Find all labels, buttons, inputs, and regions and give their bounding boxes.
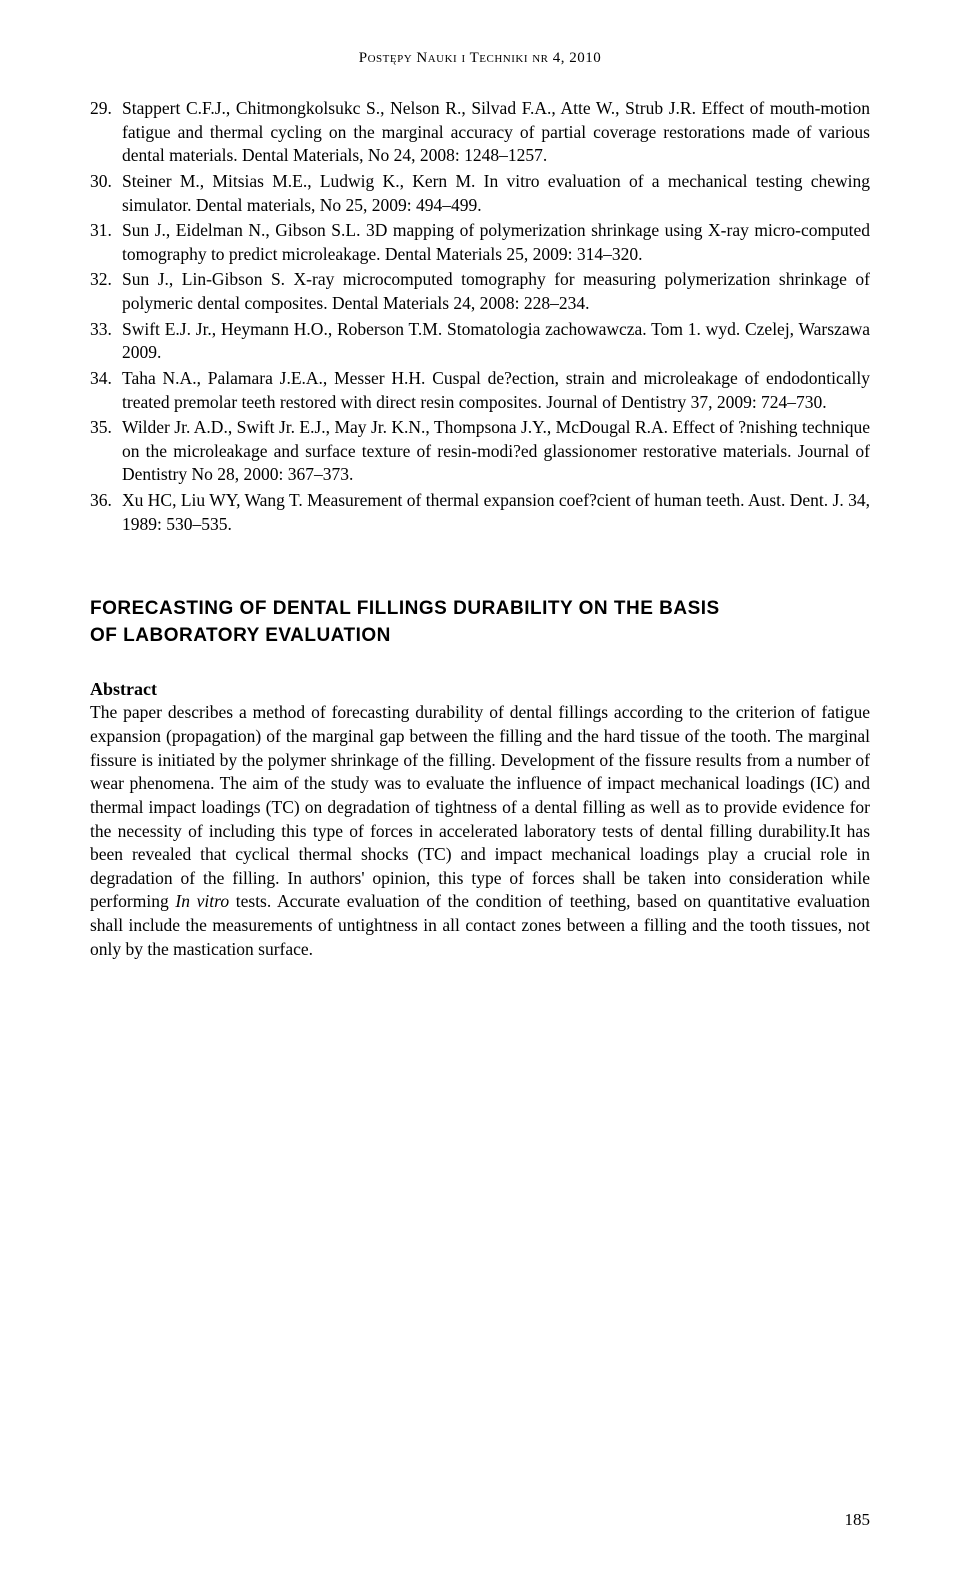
reference-number: 29. xyxy=(90,97,122,168)
abstract-label: Abstract xyxy=(90,679,870,700)
reference-item: 33. Swift E.J. Jr., Heymann H.O., Robers… xyxy=(90,318,870,365)
references-list: 29. Stappert C.F.J., Chitmongkolsukc S.,… xyxy=(90,97,870,536)
section-title-line2: OF LABORATORY EVALUATION xyxy=(90,625,391,646)
reference-text: Steiner M., Mitsias M.E., Ludwig K., Ker… xyxy=(122,170,870,217)
abstract-part1: The paper describes a method of forecast… xyxy=(90,702,870,911)
reference-item: 36. Xu HC, Liu WY, Wang T. Measurement o… xyxy=(90,489,870,536)
reference-text: Taha N.A., Palamara J.E.A., Messer H.H. … xyxy=(122,367,870,414)
reference-text: Sun J., Eidelman N., Gibson S.L. 3D mapp… xyxy=(122,219,870,266)
section-title: FORECASTING OF DENTAL FILLINGS DURABILIT… xyxy=(90,596,870,649)
abstract-text: The paper describes a method of forecast… xyxy=(90,701,870,961)
reference-number: 34. xyxy=(90,367,122,414)
reference-item: 32. Sun J., Lin-Gibson S. X-ray microcom… xyxy=(90,268,870,315)
page-header: Postępy Nauki i Techniki nr 4, 2010 xyxy=(90,50,870,67)
reference-item: 34. Taha N.A., Palamara J.E.A., Messer H… xyxy=(90,367,870,414)
reference-item: 35. Wilder Jr. A.D., Swift Jr. E.J., May… xyxy=(90,416,870,487)
reference-text: Xu HC, Liu WY, Wang T. Measurement of th… xyxy=(122,489,870,536)
reference-text: Stappert C.F.J., Chitmongkolsukc S., Nel… xyxy=(122,97,870,168)
reference-number: 36. xyxy=(90,489,122,536)
reference-number: 35. xyxy=(90,416,122,487)
abstract-italic: In vitro xyxy=(175,891,229,911)
reference-number: 32. xyxy=(90,268,122,315)
reference-item: 29. Stappert C.F.J., Chitmongkolsukc S.,… xyxy=(90,97,870,168)
reference-number: 33. xyxy=(90,318,122,365)
reference-number: 31. xyxy=(90,219,122,266)
section-title-line1: FORECASTING OF DENTAL FILLINGS DURABILIT… xyxy=(90,598,720,619)
reference-item: 30. Steiner M., Mitsias M.E., Ludwig K.,… xyxy=(90,170,870,217)
reference-text: Sun J., Lin-Gibson S. X-ray microcompute… xyxy=(122,268,870,315)
reference-number: 30. xyxy=(90,170,122,217)
page-number: 185 xyxy=(845,1510,871,1530)
reference-text: Swift E.J. Jr., Heymann H.O., Roberson T… xyxy=(122,318,870,365)
reference-text: Wilder Jr. A.D., Swift Jr. E.J., May Jr.… xyxy=(122,416,870,487)
reference-item: 31. Sun J., Eidelman N., Gibson S.L. 3D … xyxy=(90,219,870,266)
